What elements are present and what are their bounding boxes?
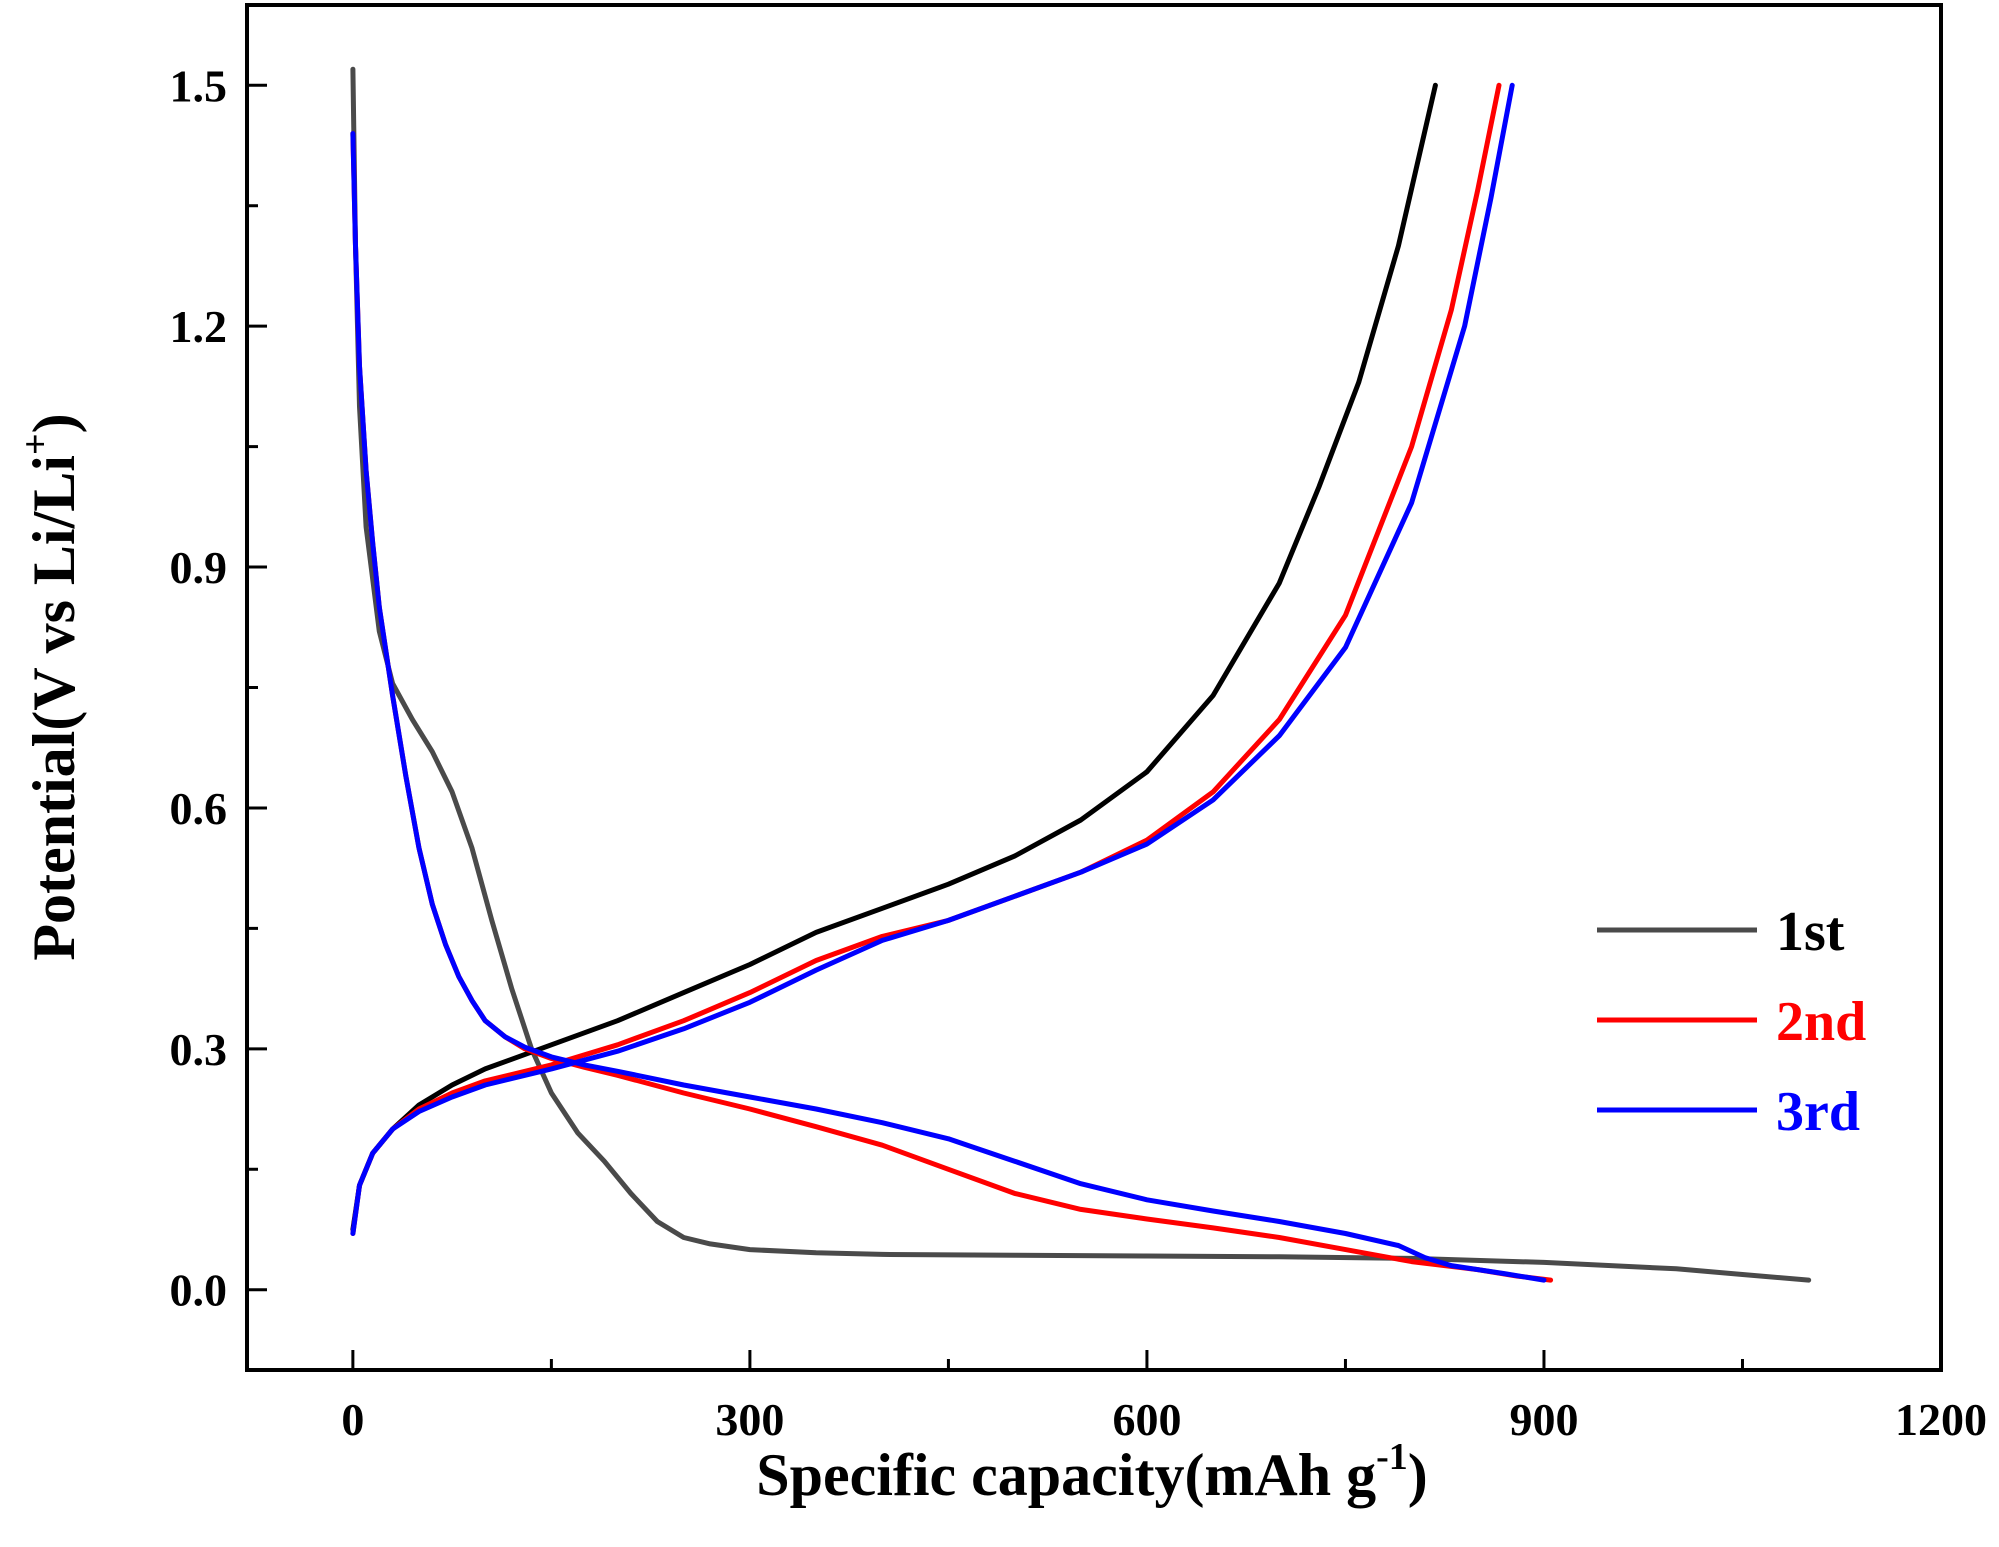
y-axis-title-end: ) bbox=[21, 413, 87, 433]
y-axis-title: Potential(V vs Li/Li+) bbox=[15, 413, 87, 960]
y-tick-label: 0.0 bbox=[170, 1265, 228, 1316]
x-tick-label: 300 bbox=[715, 1394, 784, 1445]
x-axis-title-main: Specific capacity(mAh g bbox=[756, 1442, 1376, 1508]
series-2nd-charge-line bbox=[350, 82, 1502, 1236]
series-1st-charge-line bbox=[350, 82, 1438, 1232]
y-tick-label: 1.5 bbox=[170, 60, 228, 111]
y-tick-label: 1.2 bbox=[170, 301, 228, 352]
series-3rd-charge-line bbox=[350, 82, 1515, 1236]
y-tick-label: 0.3 bbox=[170, 1024, 228, 1075]
x-axis-title: Specific capacity(mAh g-1) bbox=[756, 1436, 1428, 1508]
axis-ticks bbox=[247, 83, 1943, 1370]
x-tick-label: 900 bbox=[1509, 1394, 1578, 1445]
series-2nd-discharge-line bbox=[350, 131, 1554, 1283]
legend-label-1st: 1st bbox=[1776, 901, 1845, 963]
series-1st-discharge-line bbox=[350, 66, 1812, 1283]
y-axis-title-main: Potential(V vs Li/Li bbox=[21, 455, 87, 961]
curves bbox=[350, 66, 1812, 1283]
y-tick-label: 0.6 bbox=[170, 783, 228, 834]
axis-tick-labels: 0 300 600 900 1200 0.0 0.3 0.6 0.9 1.2 1.5 bbox=[170, 60, 1988, 1445]
x-axis-title-sup: -1 bbox=[1376, 1436, 1408, 1478]
x-tick-label: 0 bbox=[341, 1394, 364, 1445]
x-tick-label: 600 bbox=[1112, 1394, 1181, 1445]
legend-label-3rd: 3rd bbox=[1776, 1081, 1860, 1143]
x-axis-title-end: ) bbox=[1408, 1442, 1428, 1508]
series-3rd-discharge-line bbox=[350, 131, 1547, 1283]
y-axis-title-sup: + bbox=[15, 433, 57, 455]
plot-frame bbox=[245, 3, 1943, 1372]
legend-label-2nd: 2nd bbox=[1776, 991, 1866, 1053]
legend: 1st 2nd 3rd bbox=[1597, 901, 1866, 1143]
y-tick-label: 0.9 bbox=[170, 542, 228, 593]
x-tick-label: 1200 bbox=[1895, 1394, 1987, 1445]
